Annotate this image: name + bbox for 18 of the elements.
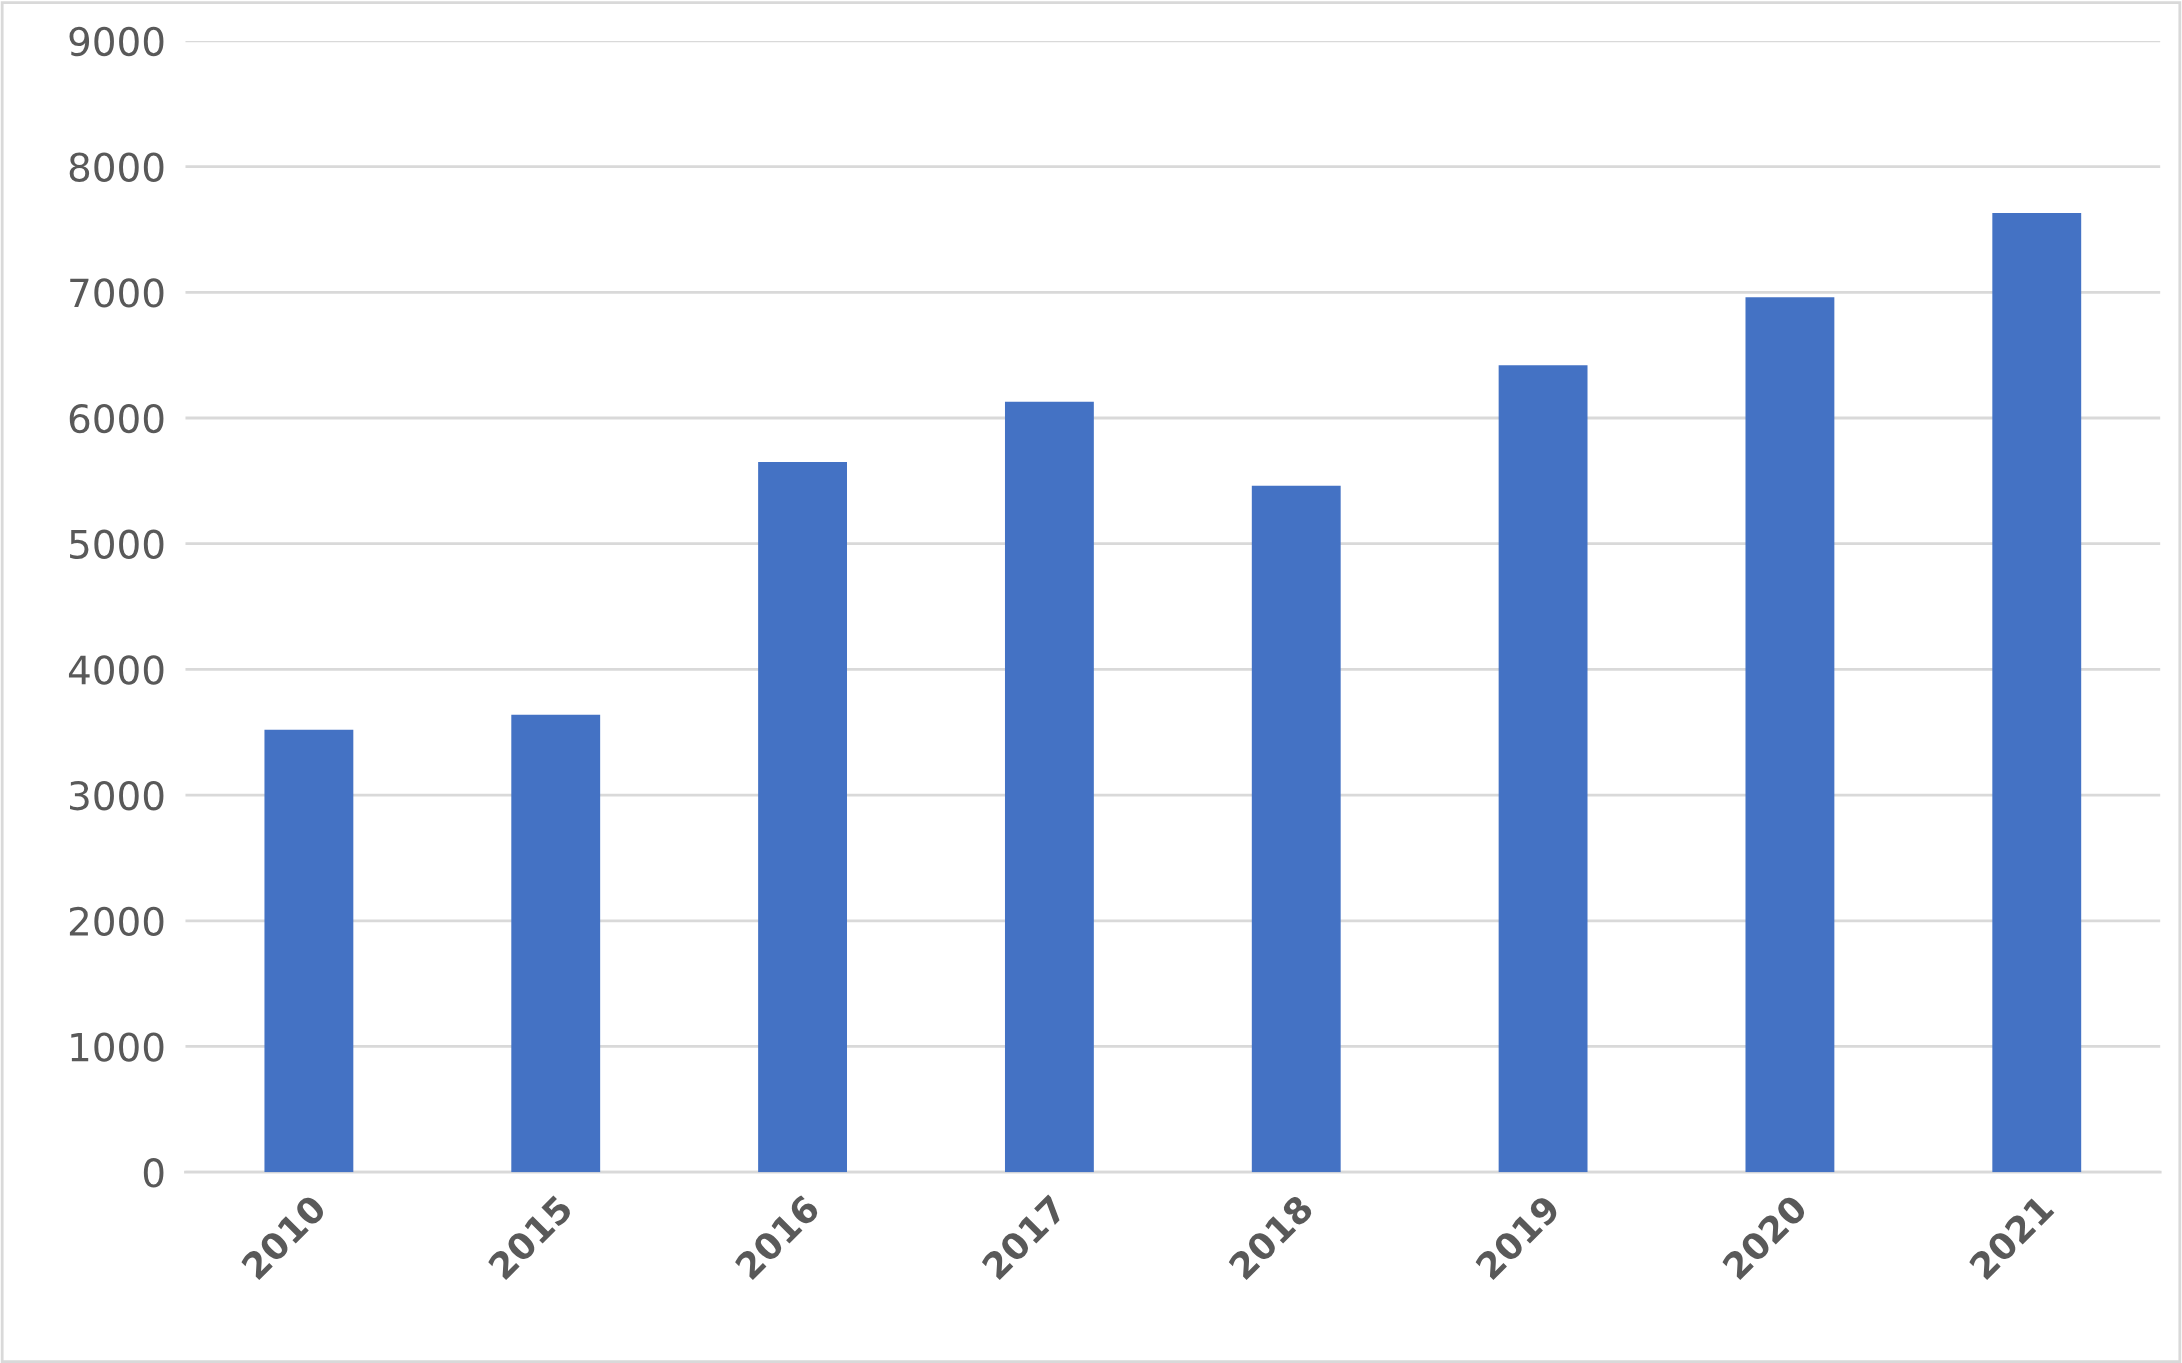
y-tick-label: 6000 [69,403,164,434]
y-tick-label: 1000 [71,1032,164,1062]
y-tick-label: 9000 [69,26,164,57]
y-tick-label: 0 [143,1158,164,1188]
bar [1004,401,1094,1173]
y-tick-label: 3000 [70,781,164,811]
bar [1498,365,1588,1173]
bar [1251,485,1341,1173]
bar [511,714,601,1173]
bar [1992,213,2082,1173]
y-tick-label: 4000 [68,655,164,685]
bar [758,461,847,1173]
y-tick-label: 8000 [69,152,164,182]
y-tick-label: 7000 [70,278,164,308]
y-tick-label: 2000 [69,906,164,937]
bar [1745,297,1835,1173]
bar [264,729,354,1173]
y-tick-label: 5000 [70,529,164,560]
